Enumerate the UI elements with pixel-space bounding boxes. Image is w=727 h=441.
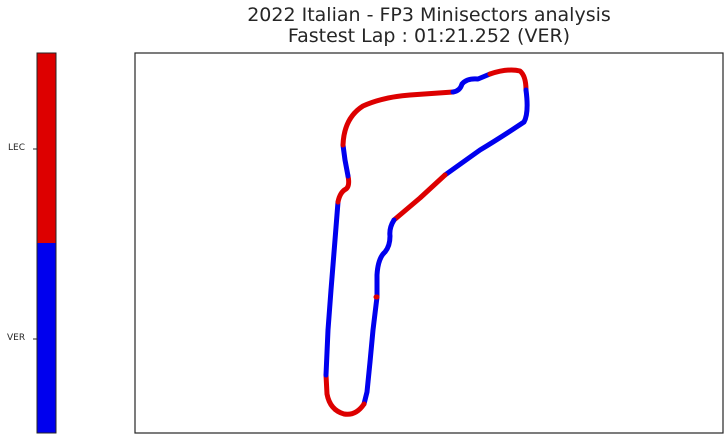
track-minisector-9-ver bbox=[442, 87, 530, 178]
track-minisector-2-lec bbox=[323, 372, 367, 417]
track-minisector-10-lec bbox=[391, 172, 448, 223]
track-minisector-6-lec bbox=[340, 89, 456, 148]
track-minisector-11-ver bbox=[374, 217, 397, 300]
colorbar-segment-ver bbox=[37, 243, 56, 433]
track-map bbox=[323, 67, 530, 417]
colorbar-label-ver: VER bbox=[7, 333, 26, 343]
colorbar-frame bbox=[36, 52, 57, 434]
track-minisector-7-ver bbox=[450, 71, 493, 95]
colorbar-segment-lec bbox=[37, 53, 56, 243]
track-minisector-4-lec bbox=[335, 173, 352, 205]
track-minisector-8-lec bbox=[487, 67, 529, 93]
colorbar-label-lec: LEC bbox=[8, 143, 25, 153]
track-minisector-1-ver bbox=[361, 294, 380, 407]
chart-title-line-2: Fastest Lap : 01:21.252 (VER) bbox=[287, 25, 571, 47]
track-minisector-5-ver bbox=[340, 142, 351, 179]
track-minisector-3-ver bbox=[323, 199, 341, 378]
chart-title-line-1: 2022 Italian - FP3 Minisectors analysis bbox=[247, 4, 611, 26]
plot-frame bbox=[134, 52, 724, 434]
